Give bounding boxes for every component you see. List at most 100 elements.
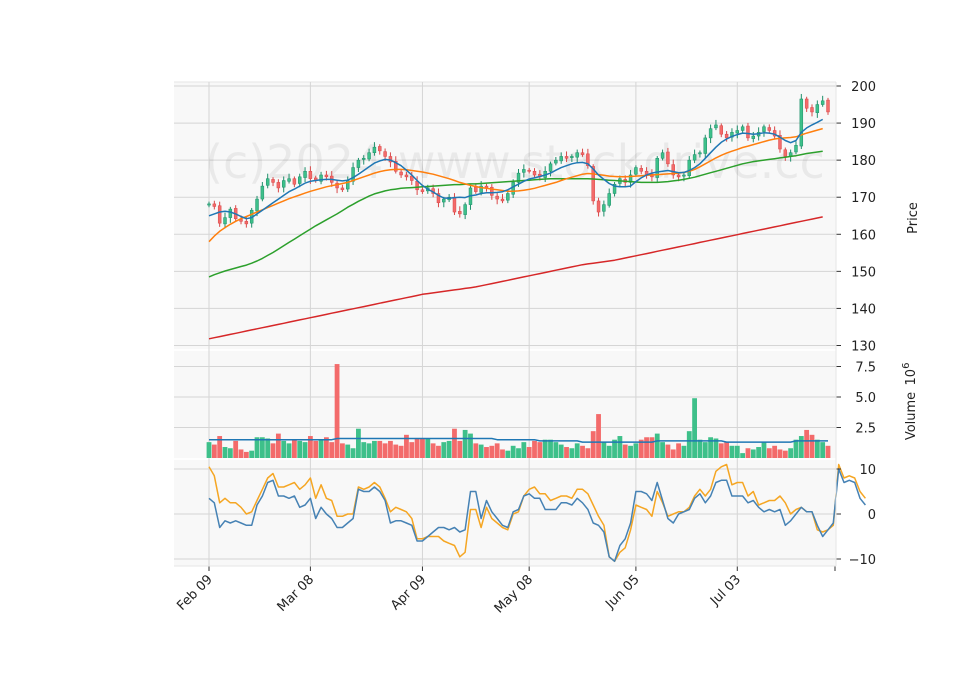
- candle-body: [671, 164, 675, 176]
- volume-bar: [574, 443, 580, 458]
- x-tick-label: Jul 03: [707, 572, 744, 609]
- candle: [596, 197, 601, 217]
- candle-body: [399, 171, 403, 176]
- volume-bar: [580, 445, 585, 458]
- candle: [820, 95, 825, 107]
- volume-bar: [596, 414, 601, 458]
- candle: [559, 152, 563, 164]
- volume-bar: [473, 443, 479, 458]
- candle: [292, 176, 297, 188]
- candle-body: [564, 156, 569, 159]
- candle: [319, 171, 323, 185]
- volume-multiplier-label: 106: [901, 363, 919, 386]
- candle-body: [634, 167, 638, 175]
- candle: [495, 192, 499, 205]
- volume-bar: [254, 437, 260, 458]
- candle-body: [265, 178, 270, 186]
- price-axis-title: Price: [906, 202, 921, 234]
- candle: [490, 184, 494, 200]
- candle-body: [575, 152, 579, 158]
- candle-body: [602, 204, 606, 212]
- candle: [399, 169, 403, 178]
- candle-body: [724, 133, 729, 139]
- candle-body: [804, 98, 809, 109]
- candle: [628, 169, 633, 188]
- volume-bar: [782, 450, 788, 458]
- candle-body: [506, 193, 510, 201]
- candle: [463, 202, 467, 220]
- candle-body: [410, 175, 414, 181]
- volume-bar: [340, 443, 345, 458]
- volume-bar: [350, 448, 356, 458]
- candle: [378, 144, 382, 155]
- candle: [394, 156, 398, 174]
- volume-bar: [665, 444, 671, 458]
- volume-bar: [281, 440, 287, 458]
- volume-bar: [633, 443, 639, 458]
- candle-body: [559, 156, 563, 162]
- candle-body: [383, 151, 387, 157]
- candle-body: [228, 208, 233, 218]
- candle-body: [458, 211, 462, 215]
- volume-bar: [676, 443, 681, 458]
- candle-body: [394, 161, 398, 172]
- candle: [794, 141, 798, 155]
- candle: [660, 149, 665, 161]
- volume-axis-title: Volume 106: [901, 363, 919, 441]
- volume-bar: [457, 440, 463, 458]
- candle: [548, 161, 553, 177]
- candle: [265, 173, 270, 189]
- volume-bar: [718, 443, 724, 458]
- volume-bar: [660, 442, 665, 458]
- candle: [287, 173, 291, 184]
- candle-body: [340, 187, 345, 191]
- candle: [362, 155, 366, 165]
- x-tick-label: Apr 09: [388, 572, 429, 613]
- volume-bar: [372, 440, 377, 458]
- volume-bar: [366, 443, 372, 458]
- volume-bar: [393, 444, 399, 458]
- candle-body: [442, 198, 446, 203]
- volume-bar: [585, 448, 591, 458]
- candle: [564, 151, 569, 162]
- candle-body: [420, 189, 425, 192]
- candle: [527, 167, 531, 174]
- candle-body: [255, 198, 259, 212]
- volume-bar: [478, 444, 484, 458]
- price-axis-tick-label: 160: [851, 228, 876, 243]
- candle: [570, 154, 574, 162]
- volume-bar: [510, 445, 516, 458]
- candle: [708, 124, 713, 144]
- candle-body: [548, 163, 553, 172]
- volume-bar: [286, 443, 292, 458]
- indicator-lines: [208, 118, 866, 563]
- price-axis-tick-label: 140: [851, 302, 876, 317]
- volume-bar: [227, 448, 233, 458]
- candle: [340, 184, 345, 193]
- volume-bar: [564, 447, 569, 458]
- candle-body: [308, 171, 313, 179]
- volume-bar: [414, 438, 420, 458]
- volume-bar: [644, 437, 649, 458]
- volume-bar: [825, 445, 831, 458]
- volume-bar: [361, 442, 367, 458]
- candle-body: [703, 137, 707, 154]
- candle: [602, 200, 606, 217]
- volume-bar: [388, 440, 393, 458]
- candle: [586, 148, 590, 169]
- candle-body: [367, 152, 371, 160]
- candle-body: [281, 180, 286, 188]
- volume-bar: [542, 439, 548, 458]
- candle-body: [580, 152, 585, 155]
- volume-bar: [590, 431, 596, 458]
- volume-bar: [638, 439, 644, 458]
- volume-bar: [233, 440, 239, 458]
- candle: [575, 149, 579, 163]
- price-axis-tick-label: 130: [851, 340, 876, 355]
- candle: [692, 149, 697, 164]
- candle-body: [554, 159, 558, 164]
- candle: [767, 124, 772, 133]
- volume-bar: [724, 442, 730, 458]
- volume-bar: [323, 437, 329, 458]
- volume-bar: [606, 445, 612, 458]
